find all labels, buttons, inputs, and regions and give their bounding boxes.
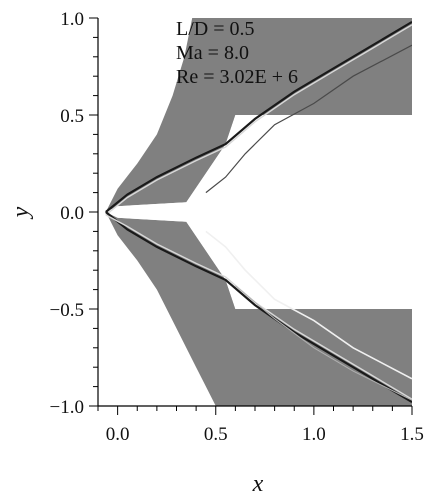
y-axis-label: y bbox=[8, 206, 34, 219]
upper-body bbox=[105, 115, 412, 212]
y-tick-label: 1.0 bbox=[60, 9, 84, 30]
x-tick-label: 1.0 bbox=[302, 424, 326, 445]
y-tick-label: 0.0 bbox=[60, 203, 84, 224]
lower-body bbox=[105, 212, 412, 309]
x-tick-label: 0.5 bbox=[204, 424, 228, 445]
secondary-wave-lower bbox=[235, 285, 412, 401]
y-tick-label: −1.0 bbox=[50, 397, 84, 418]
axes bbox=[89, 17, 413, 415]
x-tick-label: 1.5 bbox=[400, 424, 424, 445]
flow-field-group bbox=[105, 18, 412, 406]
reflected-wave-lower bbox=[205, 230, 412, 380]
y-tick-label: −0.5 bbox=[50, 300, 84, 321]
annotation-reynolds-number: Re = 3.02E + 6 bbox=[176, 66, 298, 88]
reflected-wave-upper bbox=[205, 44, 412, 194]
x-axis-label: x bbox=[252, 471, 264, 497]
annotation-mach-number: Ma = 8.0 bbox=[176, 42, 249, 64]
x-tick-label: 0.0 bbox=[106, 424, 130, 445]
shock-upper-bright bbox=[105, 24, 412, 216]
shock-upper-dark bbox=[105, 20, 412, 213]
flow-field-layer bbox=[105, 18, 412, 406]
tick-labels: 0.0 0.5 1.0 1.5 −1.0 −0.5 0.0 0.5 1.0 bbox=[50, 9, 424, 445]
shock-lower-dark bbox=[105, 211, 412, 404]
y-tick-label: 0.5 bbox=[60, 106, 84, 127]
annotation-aspect-ratio: L/D = 0.5 bbox=[176, 18, 255, 40]
